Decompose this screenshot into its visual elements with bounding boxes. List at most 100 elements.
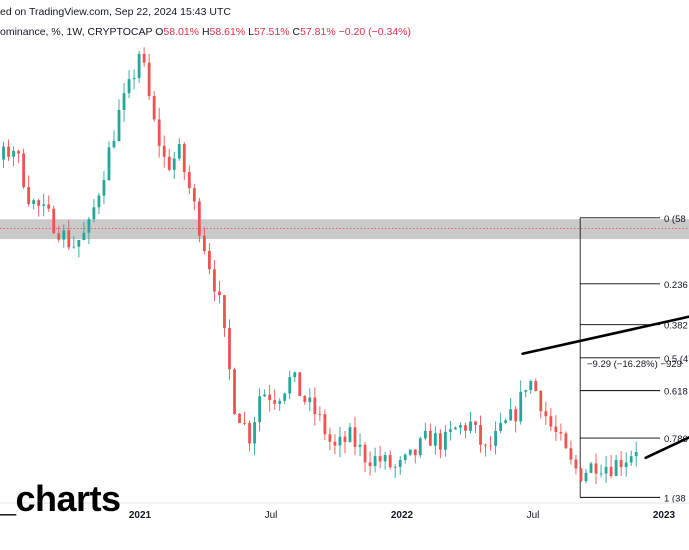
- candle-body: [403, 454, 407, 461]
- candle-body: [182, 144, 186, 173]
- ohlc-close-value: 57.81%: [300, 26, 336, 38]
- candle-body: [569, 448, 573, 460]
- time-axis: 2021Jul2022Jul2023Jul2024Jul2025: [0, 502, 689, 521]
- fib-level-label: 0 (58: [664, 214, 686, 225]
- candle-body: [17, 150, 20, 154]
- ohlc-low-value: 57.51%: [253, 26, 290, 38]
- candle-body: [263, 394, 267, 397]
- candle-body: [398, 460, 402, 467]
- candle-body: [333, 441, 337, 446]
- candle-body: [514, 409, 518, 422]
- candle-body: [594, 463, 598, 474]
- candle-body: [152, 95, 156, 120]
- fib-level-label: 0.236 (53: [664, 280, 689, 291]
- candle-body: [238, 413, 241, 423]
- candle-body: [544, 411, 548, 417]
- publish-header: ed on TradingView.com, Sep 22, 2024 15:4…: [0, 6, 231, 18]
- time-tick-label: 2023: [653, 510, 676, 521]
- candle-body: [373, 456, 377, 467]
- candle-body: [127, 79, 131, 94]
- candle-body: [609, 466, 613, 476]
- wedge-lower-trendline[interactable]: [644, 209, 689, 460]
- candle-body: [529, 381, 533, 391]
- candle-body: [353, 427, 357, 447]
- candle-body: [323, 414, 327, 435]
- candle-body: [92, 207, 96, 220]
- candle-body: [308, 397, 312, 402]
- author-watermark: _charts: [0, 478, 121, 519]
- candle-body: [589, 463, 593, 473]
- symbol-name: ominance, %, 1W, CRYPTOCAP: [0, 26, 153, 38]
- candle-body: [288, 377, 292, 394]
- fib-level-label: 1 (38: [664, 493, 686, 504]
- candle-body: [363, 444, 367, 463]
- candle-body: [278, 400, 282, 404]
- candle-body: [137, 53, 141, 79]
- candle-body: [433, 433, 437, 446]
- candle-body: [484, 444, 487, 446]
- candle-body: [77, 240, 81, 247]
- candle-body: [534, 381, 538, 391]
- wedge-trendlines[interactable]: [521, 209, 689, 460]
- candle-body: [624, 462, 628, 468]
- candle-body: [172, 158, 176, 170]
- candle-body: [197, 201, 201, 236]
- candle-body: [428, 430, 432, 446]
- candle-body: [408, 449, 412, 455]
- candle-body: [12, 150, 15, 157]
- candle-body: [97, 195, 101, 208]
- ohlc-open-value: 58.01%: [163, 26, 200, 38]
- candle-body: [202, 235, 206, 251]
- candle-body: [614, 460, 618, 476]
- candle-body: [42, 204, 46, 206]
- candle-body: [303, 396, 307, 402]
- candle-body: [459, 425, 462, 428]
- candle-body: [117, 109, 121, 142]
- candle-body: [619, 460, 623, 468]
- candle-body: [383, 454, 387, 462]
- ohlc-low-label: L: [248, 26, 254, 38]
- time-tick-label: Jul: [527, 510, 540, 521]
- candle-body: [629, 456, 633, 463]
- candle-body: [273, 400, 277, 404]
- candle-body: [378, 456, 382, 462]
- candle-body: [162, 145, 166, 157]
- wedge-upper-trendline[interactable]: [521, 209, 689, 356]
- candle-body: [554, 426, 558, 432]
- candle-body: [524, 390, 528, 392]
- candle-body: [443, 431, 447, 450]
- candle-body: [549, 416, 553, 427]
- candle-body: [579, 468, 583, 482]
- candle-body: [474, 421, 477, 425]
- candle-body: [574, 459, 578, 469]
- ohlc-open-label: O: [155, 26, 164, 38]
- candle-body: [464, 425, 467, 431]
- candle-body: [489, 445, 492, 447]
- candle-body: [37, 200, 41, 206]
- candle-body: [418, 438, 422, 456]
- candle-body: [243, 422, 246, 424]
- candle-body: [7, 146, 10, 157]
- fib-level-label: 0.5 (47: [664, 354, 689, 365]
- candle-body: [258, 396, 262, 423]
- candle-body: [32, 200, 36, 204]
- candle-body: [499, 422, 503, 431]
- candle-body: [368, 462, 372, 467]
- candle-body: [584, 472, 588, 482]
- candle-body: [393, 466, 397, 468]
- candle-body: [509, 409, 513, 421]
- candle-body: [107, 147, 111, 181]
- support-zone-layer: [0, 219, 689, 240]
- candle-body: [348, 427, 352, 442]
- candle-body: [454, 427, 457, 430]
- candle-body: [57, 233, 61, 240]
- symbol-legend: ominance, %, 1W, CRYPTOCAP O58.01% H58.6…: [0, 26, 411, 38]
- fibonacci-retracement[interactable]: 0 (58 0.236 (53 0.382 (50 0.5 (47 0.618 (45 0…: [579, 214, 689, 505]
- ohlc-high-label: H: [201, 26, 210, 38]
- candle-body: [27, 187, 31, 204]
- support-zone: [0, 219, 689, 240]
- candle-body: [87, 219, 91, 233]
- candle-body: [218, 291, 221, 296]
- candle-body: [283, 393, 287, 401]
